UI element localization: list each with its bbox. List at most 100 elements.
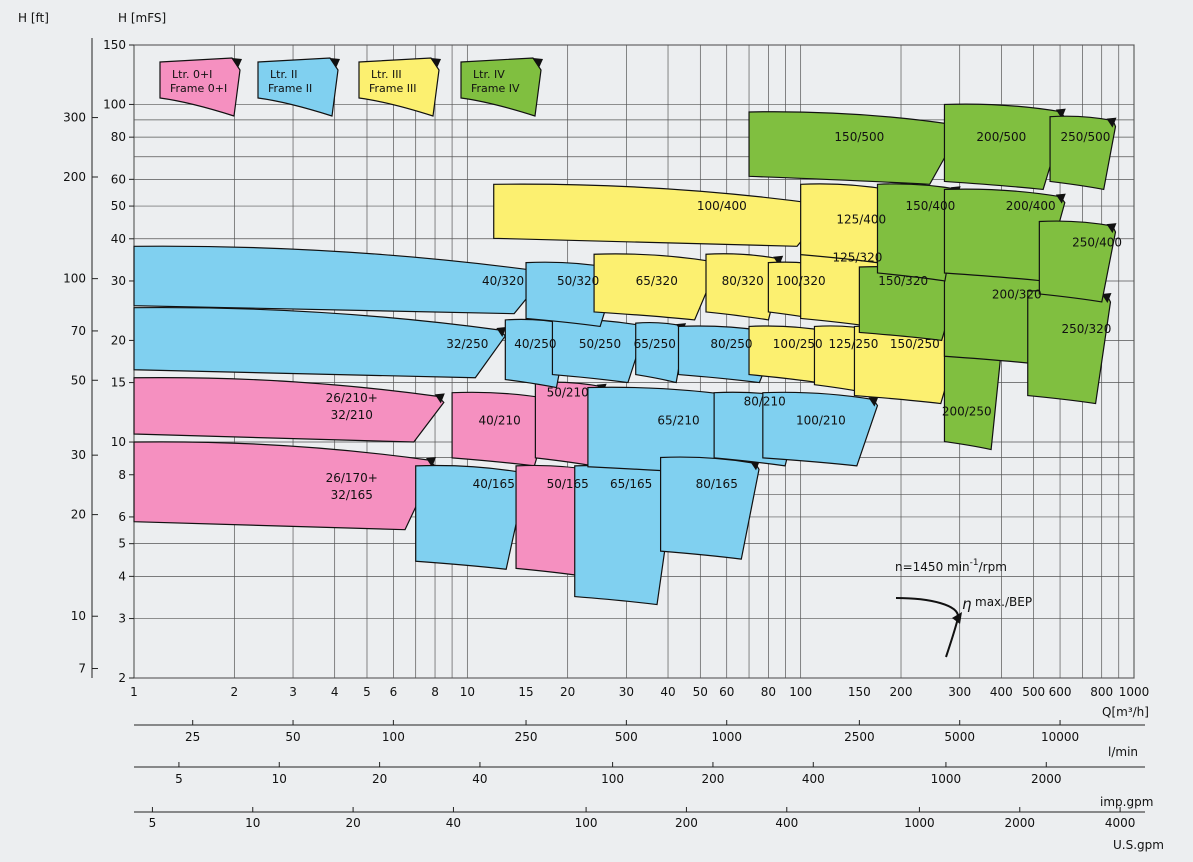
lmin-tick-label: 25 <box>185 730 200 744</box>
usgpm-tick-label: 5 <box>149 816 157 830</box>
frame-legend-label-bottom: Frame 0+I <box>170 82 227 95</box>
mfs-tick-label: 150 <box>103 38 126 52</box>
region-label: 200/500 <box>976 130 1026 144</box>
bep-marker <box>1106 117 1117 128</box>
q-tick-label: 150 <box>848 685 871 699</box>
performance-region <box>1049 115 1117 191</box>
q-tick-label: 15 <box>518 685 533 699</box>
bep-marker <box>1101 293 1112 304</box>
q-tick-label: 300 <box>948 685 971 699</box>
region-label: 150/250 <box>890 337 940 351</box>
ft-tick-label: 100 <box>63 272 86 286</box>
mfs-tick-label: 50 <box>111 199 126 213</box>
impgpm-unit: imp.gpm <box>1100 795 1153 809</box>
region-label: 50/320 <box>557 274 599 288</box>
frame-legend-swatch <box>257 57 339 117</box>
mfs-tick-label: 80 <box>111 130 126 144</box>
frame-legend-label-top: Ltr. IV <box>473 68 505 81</box>
region-label: 50/165 <box>547 477 589 491</box>
bep-label: max./BEP <box>975 595 1032 609</box>
bep-marker <box>434 393 445 404</box>
h-mfs-unit: H [mFS] <box>118 11 166 25</box>
frame-legend-marker <box>330 58 340 68</box>
q-tick-label: 3 <box>289 685 297 699</box>
bep-eta-symbol: η <box>962 595 972 613</box>
mfs-tick-label: 20 <box>111 333 126 347</box>
bep-marker <box>1055 108 1066 119</box>
performance-region <box>1027 290 1112 405</box>
q-tick-label: 50 <box>693 685 708 699</box>
q-tick-label: 400 <box>990 685 1013 699</box>
usgpm-tick-label: 400 <box>775 816 798 830</box>
region-label: 26/210+ <box>326 391 378 405</box>
impgpm-tick-label: 5 <box>175 772 183 786</box>
frame-legend-label-bottom: Frame II <box>268 82 312 95</box>
q-tick-label: 1000 <box>1119 685 1150 699</box>
q-tick-label: 10 <box>460 685 475 699</box>
region-label: 125/320 <box>832 251 882 265</box>
frame-legend-label-top: Ltr. II <box>270 68 297 81</box>
region-label: 80/165 <box>696 477 738 491</box>
mfs-tick-label: 3 <box>118 612 126 626</box>
mfs-tick-label: 100 <box>103 97 126 111</box>
usgpm-tick-label: 2000 <box>1004 816 1035 830</box>
ft-tick-label: 20 <box>71 508 86 522</box>
bep-marker <box>952 612 962 624</box>
q-tick-label: 4 <box>331 685 339 699</box>
impgpm-tick-label: 40 <box>472 772 487 786</box>
q-tick-label: 200 <box>890 685 913 699</box>
lmin-tick-label: 10000 <box>1041 730 1079 744</box>
region-label: 50/210 <box>547 386 589 400</box>
frame-legend-label-bottom: Frame IV <box>471 82 520 95</box>
ft-tick-label: 200 <box>63 170 86 184</box>
ft-tick-label: 300 <box>63 111 86 125</box>
lmin-tick-label: 100 <box>382 730 405 744</box>
lmin-unit: l/min <box>1108 745 1138 759</box>
q-tick-label: 2 <box>231 685 239 699</box>
performance-region <box>133 377 445 443</box>
frame-legend-swatch <box>159 57 241 117</box>
region-label: 150/400 <box>905 199 955 213</box>
region-label: 26/170+ <box>326 471 378 485</box>
performance-region <box>133 441 436 531</box>
frame-legend-swatch <box>460 57 542 117</box>
impgpm-tick-label: 1000 <box>931 772 962 786</box>
region-label: 250/400 <box>1072 235 1122 249</box>
speed-annotation: n=1450 min-1/rpm <box>895 558 1007 574</box>
performance-region <box>1038 220 1117 303</box>
bep-marker <box>868 396 879 407</box>
q-tick-label: 20 <box>560 685 575 699</box>
region-label: 50/250 <box>579 337 621 351</box>
performance-region <box>943 188 1066 282</box>
frame-legend-label-top: Ltr. 0+I <box>172 68 212 81</box>
lmin-tick-label: 2500 <box>844 730 875 744</box>
bep-marker <box>426 457 437 468</box>
mfs-tick-label: 30 <box>111 274 126 288</box>
bep-marker <box>1055 193 1066 204</box>
usgpm-tick-label: 4000 <box>1105 816 1136 830</box>
q-unit: Q[m³/h] <box>1102 705 1149 719</box>
usgpm-tick-label: 100 <box>575 816 598 830</box>
region-label: 250/500 <box>1061 130 1111 144</box>
region-label: 150/320 <box>878 274 928 288</box>
region-layer <box>133 103 1117 606</box>
region-label: 80/250 <box>710 337 752 351</box>
usgpm-tick-label: 1000 <box>904 816 935 830</box>
frame-legend-swatch <box>358 57 440 117</box>
mfs-tick-label: 40 <box>111 232 126 246</box>
region-label: 32/250 <box>446 337 488 351</box>
q-tick-label: 60 <box>719 685 734 699</box>
q-tick-label: 800 <box>1090 685 1113 699</box>
usgpm-unit: U.S.gpm <box>1113 838 1164 852</box>
mfs-tick-label: 8 <box>118 468 126 482</box>
mfs-tick-label: 5 <box>118 537 126 551</box>
region-label: 80/210 <box>744 394 786 408</box>
mfs-tick-label: 6 <box>118 510 126 524</box>
frame-legend-label-top: Ltr. III <box>371 68 402 81</box>
q-tick-label: 600 <box>1049 685 1072 699</box>
usgpm-tick-label: 10 <box>245 816 260 830</box>
q-tick-label: 5 <box>363 685 371 699</box>
region-label: 40/320 <box>482 274 524 288</box>
